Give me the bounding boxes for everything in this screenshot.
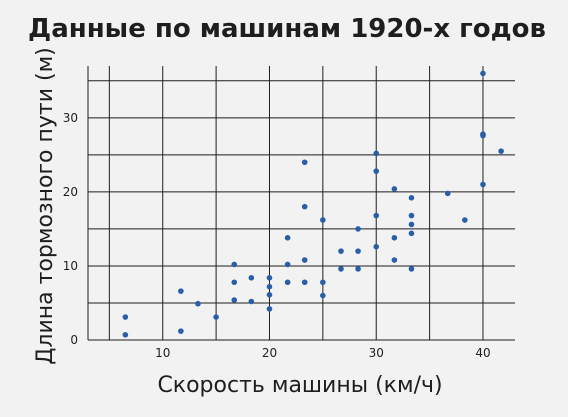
data-point [122, 332, 129, 338]
data-point [391, 235, 398, 241]
data-point [480, 181, 486, 188]
data-point [408, 230, 415, 237]
data-point [355, 266, 361, 272]
x-tick-label: 20 [262, 346, 277, 360]
y-axis-label: Длина тормозного пути (м) [33, 47, 58, 365]
data-point [301, 203, 308, 210]
y-tick-label: 30 [63, 111, 78, 125]
data-point [408, 221, 415, 228]
data-point [444, 190, 451, 197]
data-point [266, 283, 273, 290]
data-point [408, 212, 415, 219]
data-point [284, 261, 291, 268]
data-point [284, 279, 291, 286]
y-tick-label: 20 [63, 185, 78, 199]
data-point [373, 243, 380, 250]
data-point [301, 279, 308, 286]
data-point [213, 314, 219, 320]
x-tick-label: 10 [155, 346, 170, 360]
data-point [355, 226, 361, 232]
data-points [122, 70, 504, 338]
x-tick-label: 40 [475, 346, 490, 360]
data-point [195, 300, 201, 307]
data-point [373, 168, 380, 174]
data-point [480, 131, 486, 137]
data-point [462, 217, 468, 223]
data-point [391, 186, 398, 192]
data-point [320, 217, 326, 223]
data-point [373, 150, 380, 157]
data-point [231, 261, 238, 268]
data-point [480, 70, 486, 77]
data-point [284, 235, 291, 241]
data-point [355, 248, 361, 254]
data-point [301, 159, 308, 166]
data-point [248, 298, 255, 305]
grid [87, 66, 515, 341]
x-tick-label: 30 [369, 346, 384, 360]
data-point [338, 248, 344, 254]
data-point [320, 279, 326, 286]
tick-labels: 10 20 30 40 0 10 20 30 [63, 111, 491, 360]
data-point [178, 328, 184, 334]
data-point [391, 257, 398, 263]
data-point [498, 148, 504, 154]
data-point [178, 288, 184, 294]
chart-title: Данные по машинам 1920-х годов [28, 14, 546, 44]
data-point [408, 195, 415, 201]
data-point [266, 292, 273, 298]
data-point [338, 266, 344, 272]
y-tick-label: 0 [70, 333, 78, 347]
data-point [266, 274, 273, 281]
data-point [408, 266, 415, 272]
data-point [320, 292, 326, 299]
data-point [373, 212, 380, 219]
x-axis-label: Скорость машины (км/ч) [157, 373, 442, 398]
data-point [301, 257, 308, 263]
data-point [266, 306, 273, 312]
data-point [122, 314, 129, 320]
data-point [231, 279, 238, 286]
data-point [248, 274, 255, 281]
data-point [231, 297, 238, 303]
y-tick-label: 10 [63, 259, 78, 273]
